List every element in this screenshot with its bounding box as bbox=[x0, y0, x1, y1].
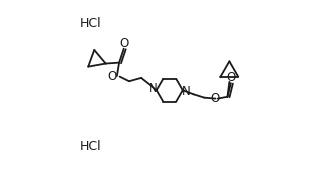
Text: O: O bbox=[119, 37, 128, 50]
Text: HCl: HCl bbox=[80, 17, 102, 30]
Text: O: O bbox=[108, 70, 117, 84]
Text: N: N bbox=[149, 82, 158, 95]
Text: HCl: HCl bbox=[80, 140, 102, 153]
Text: O: O bbox=[227, 71, 236, 84]
Text: N: N bbox=[182, 85, 191, 98]
Text: O: O bbox=[210, 92, 220, 105]
